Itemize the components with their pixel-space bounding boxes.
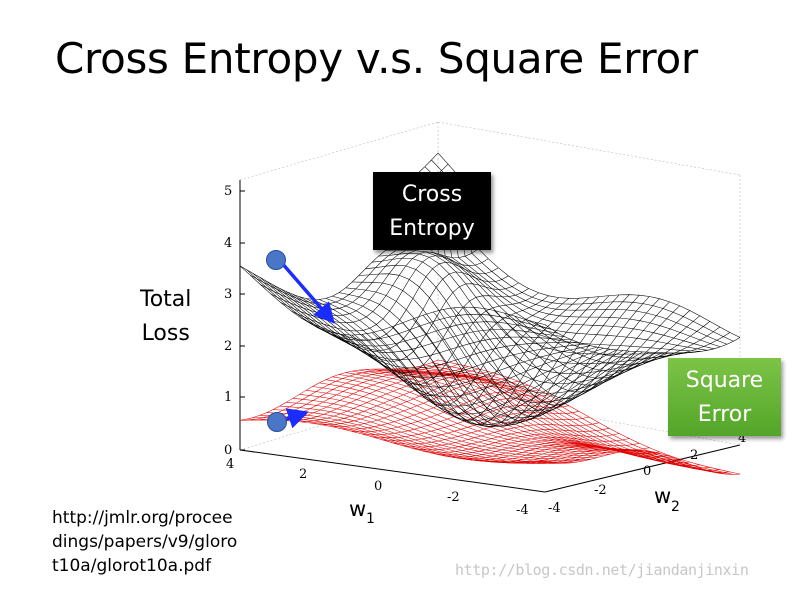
mesh-line: [424, 364, 728, 475]
w1-tick-label: 2: [299, 467, 307, 482]
square-error-surface: [239, 359, 741, 475]
mesh-line: [437, 152, 741, 338]
mesh-line: [544, 324, 741, 354]
mesh-line: [239, 359, 439, 421]
mesh-line: [280, 248, 479, 324]
watermark: http://blog.csdn.net/jiandanjinxin: [455, 561, 749, 579]
w2-tick-label: -4: [548, 501, 561, 516]
mesh-line: [411, 367, 715, 473]
w2-tick-label: 4: [738, 431, 746, 446]
mesh-line: [332, 376, 637, 451]
z-tick-label: 3: [224, 287, 232, 302]
mesh-line: [250, 361, 449, 421]
w1-axis-label: w: [349, 497, 366, 521]
ce-gradient-arrow: [279, 260, 335, 324]
mesh-line: [411, 178, 715, 350]
mesh-line: [311, 271, 509, 351]
mesh-line: [404, 183, 708, 351]
reference-line-1: http://jmlr.org/procee: [52, 508, 233, 528]
w2-axis-label: w: [654, 484, 671, 508]
square-error-label: Square Error: [668, 358, 781, 436]
mesh-line: [365, 369, 669, 457]
w1-tick-label: -2: [447, 490, 460, 505]
plot-frame: [239, 180, 741, 493]
w2-tick-label: -2: [594, 483, 607, 498]
z-axis-label-line-1: Total: [140, 287, 192, 312]
mesh-line: [418, 366, 721, 474]
mesh-line: [280, 368, 479, 421]
reference-line-2: dings/papers/v9/gloro: [52, 532, 238, 552]
mesh-line: [272, 409, 578, 463]
w2-tick-label: 0: [643, 464, 651, 479]
z-tick-label: 1: [224, 390, 232, 405]
mesh-line: [321, 282, 519, 362]
z-tick-label: 0: [224, 443, 232, 458]
w1-tick-label: 4: [226, 457, 234, 472]
mesh-line: [418, 172, 721, 348]
z-tick-label: 4: [224, 236, 232, 251]
w1-tick-label: -4: [516, 503, 529, 518]
mesh-line: [431, 362, 734, 475]
slide-title: Cross Entropy v.s. Square Error: [55, 34, 698, 83]
z-axis-label: Total Loss: [140, 283, 191, 351]
z-tick-label: 5: [224, 184, 232, 199]
cross-entropy-line-1: Cross: [401, 182, 463, 207]
w2-axis-sub: 2: [671, 499, 680, 515]
mesh-line: [431, 159, 734, 342]
reference-link[interactable]: http://jmlr.org/procee dings/papers/v9/g…: [52, 506, 237, 578]
square-error-line-2: Error: [697, 402, 752, 427]
w1-axis-sub: 1: [366, 511, 375, 527]
mesh-line: [494, 310, 690, 386]
mesh-line: [424, 166, 728, 345]
cross-entropy-label: Cross Entropy: [373, 172, 491, 250]
ce-ball: [266, 250, 286, 270]
mesh-line: [279, 287, 585, 378]
mesh-line: [299, 296, 604, 407]
square-error-line-1: Square: [685, 368, 764, 393]
mesh-line: [437, 359, 741, 475]
w1-tick-label: 0: [374, 479, 382, 494]
se-ball: [267, 412, 287, 432]
reference-line-3: t10a/glorot10a.pdf: [52, 556, 212, 576]
z-axis-label-line-2: Loss: [141, 321, 190, 346]
mesh-line: [305, 390, 611, 455]
w2-tick-label: 2: [690, 448, 698, 463]
cross-entropy-line-2: Entropy: [389, 216, 475, 241]
z-tick-label: 2: [224, 339, 232, 354]
mesh-line: [312, 299, 617, 421]
